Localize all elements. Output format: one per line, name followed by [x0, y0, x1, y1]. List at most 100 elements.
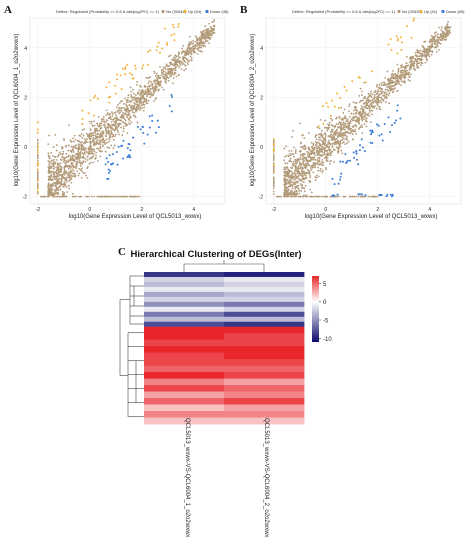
point-no: [205, 33, 208, 35]
point-no: [37, 159, 39, 162]
point-down: [107, 160, 110, 163]
point-no: [201, 34, 204, 37]
point-no: [149, 96, 151, 99]
point-no: [374, 195, 377, 198]
point-no: [69, 150, 72, 152]
point-no: [300, 180, 303, 183]
point-no: [369, 93, 372, 95]
point-no: [278, 195, 281, 198]
point-no: [309, 156, 312, 159]
point-no: [94, 157, 97, 160]
point-no: [336, 126, 339, 128]
point-no: [188, 41, 191, 44]
point-no: [82, 134, 85, 137]
point-down: [346, 159, 349, 162]
heatmap-cell: [224, 281, 305, 288]
point-no: [421, 44, 424, 47]
point-no: [144, 93, 147, 95]
point-no: [292, 164, 294, 167]
point-no: [362, 106, 365, 109]
heatmap-cell: [144, 417, 225, 425]
point-no: [46, 195, 49, 198]
point-no: [370, 96, 373, 98]
point-up: [390, 49, 393, 52]
point-no: [363, 115, 366, 118]
point-no: [126, 116, 129, 119]
point-no: [99, 155, 102, 158]
point-no: [88, 141, 91, 143]
point-no: [78, 147, 81, 149]
point-up: [339, 97, 342, 100]
point-no: [335, 137, 338, 140]
point-no: [321, 195, 324, 198]
point-no: [287, 172, 290, 174]
point-no: [167, 77, 170, 79]
y-tick-label: -2: [23, 195, 28, 201]
point-no: [423, 47, 426, 50]
point-no: [102, 139, 105, 142]
heatmap-cell: [224, 352, 305, 360]
point-no: [206, 40, 209, 43]
point-no: [135, 100, 138, 103]
point-no: [365, 125, 368, 128]
point-no: [384, 83, 387, 86]
point-no: [301, 184, 304, 187]
point-no: [318, 150, 320, 153]
point-no: [164, 71, 167, 74]
point-no: [129, 86, 132, 89]
point-no: [350, 118, 353, 121]
point-no: [294, 181, 297, 184]
point-no: [302, 172, 305, 175]
point-no: [447, 34, 450, 37]
point-no: [176, 63, 179, 66]
point-no: [79, 156, 82, 159]
scatter-plot-a: Define: Regulated (Probability >= 0.8 & …: [14, 9, 229, 220]
point-no: [345, 135, 348, 137]
point-no: [409, 67, 411, 70]
point-no: [56, 178, 59, 181]
point-no: [430, 39, 433, 42]
scatter-plot-b: Define: Regulated (Probability >= 0.8 & …: [250, 9, 465, 220]
point-down: [141, 125, 144, 128]
point-no: [446, 23, 449, 26]
point-no: [107, 124, 110, 127]
point-no: [394, 77, 396, 80]
point-no: [99, 147, 102, 150]
point-no: [329, 117, 332, 120]
point-no: [60, 159, 63, 161]
point-no: [397, 76, 399, 78]
point-no: [374, 105, 376, 108]
point-no: [57, 154, 60, 157]
point-no: [318, 138, 321, 141]
point-no: [170, 61, 172, 64]
point-no: [70, 174, 73, 177]
point-no: [67, 167, 70, 170]
point-no: [161, 72, 164, 75]
point-no: [149, 84, 152, 87]
point-no: [174, 57, 177, 60]
point-no: [209, 36, 212, 39]
point-no: [104, 134, 107, 137]
point-no: [48, 195, 50, 198]
point-no: [122, 113, 125, 116]
point-no: [307, 195, 309, 198]
point-no: [398, 80, 401, 83]
point-up: [87, 112, 90, 115]
point-no: [61, 156, 64, 159]
point-no: [291, 187, 294, 190]
point-up: [400, 41, 403, 44]
point-no: [302, 158, 305, 161]
point-no: [114, 133, 117, 136]
point-up: [370, 70, 373, 73]
point-no: [419, 49, 422, 52]
point-no: [163, 73, 166, 76]
heatmap-cell: [144, 398, 225, 405]
point-no: [365, 120, 367, 122]
point-no: [331, 146, 334, 149]
point-no: [53, 155, 56, 158]
point-no: [66, 173, 69, 176]
point-no: [323, 132, 326, 135]
point-no: [324, 136, 327, 139]
point-no: [302, 163, 304, 165]
point-no: [184, 67, 187, 70]
